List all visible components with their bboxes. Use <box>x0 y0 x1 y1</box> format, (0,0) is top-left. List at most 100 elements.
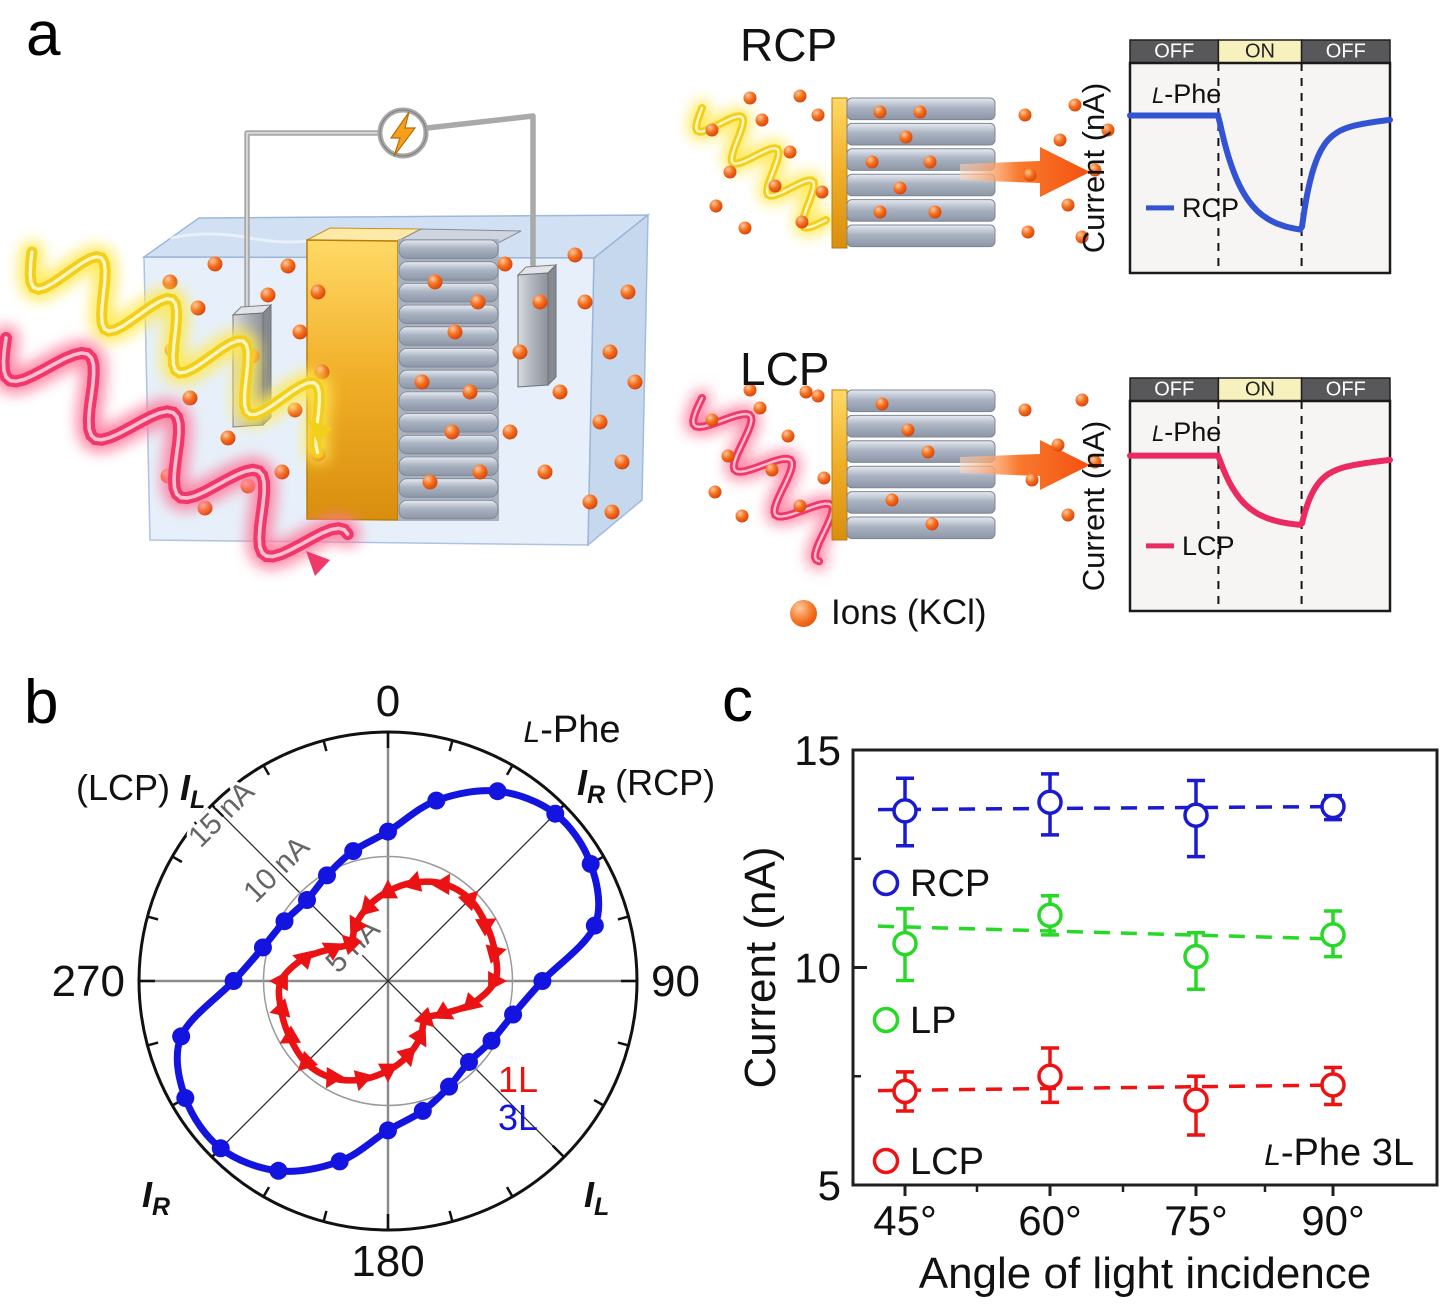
data-point-triangle <box>268 971 288 991</box>
legend-label-lcp: LCP <box>910 1141 984 1183</box>
polar-angle-tick <box>322 740 328 752</box>
angle-label-180: 180 <box>351 1237 424 1286</box>
data-point-triangle <box>279 1025 301 1044</box>
ion <box>865 155 879 169</box>
data-point-triangle <box>378 879 398 899</box>
ion <box>781 429 795 443</box>
ion <box>502 424 518 440</box>
data-point-triangle <box>326 1066 345 1089</box>
membrane-slat <box>846 199 996 222</box>
ion <box>260 287 276 303</box>
panel-b-label: b <box>24 668 59 737</box>
ion <box>1075 230 1089 244</box>
lcp-section-label: LCP <box>740 343 830 395</box>
data-point-circle <box>379 822 397 841</box>
ion <box>1061 198 1075 212</box>
rcp-section-label: RCP <box>740 19 838 71</box>
membrane-rib <box>398 369 499 390</box>
data-point-circle <box>533 972 552 990</box>
x-axis-title: Angle of light incidence <box>919 1249 1372 1298</box>
data-point-circle <box>482 1031 501 1050</box>
membrane-rib <box>398 326 499 346</box>
symbol: I <box>577 762 588 803</box>
ion <box>923 155 937 169</box>
legend-label: RCP <box>1182 193 1239 223</box>
data-point-triangle <box>292 950 314 970</box>
italic-prefix: L <box>524 716 541 749</box>
membrane-rib <box>398 348 499 368</box>
ion <box>783 145 797 159</box>
ion <box>162 274 178 290</box>
ion <box>274 464 290 480</box>
mini-ylabel: Current (nA) <box>1076 83 1111 254</box>
ion <box>190 300 206 316</box>
ion <box>811 389 825 403</box>
symbol: I <box>180 767 191 808</box>
polar-10nA-ring <box>262 855 514 1107</box>
data-point-triangle <box>413 1006 435 1028</box>
corner-label-top-right: IR (RCP) <box>577 762 715 809</box>
prefix: (LCP) <box>76 767 180 808</box>
label-rest: -Phe <box>1164 79 1221 109</box>
legend-1L: 1L <box>498 1059 538 1100</box>
y-tick-label: 15 <box>794 727 841 774</box>
yellow-wave-arrowhead <box>308 420 332 444</box>
data-point-circle <box>504 1005 523 1024</box>
ion <box>414 374 430 390</box>
panel-c-scatter-chart: 5 10 15 45° 60° 75° 90° Angle of light incidenc… <box>740 727 1439 1298</box>
data-point <box>1037 789 1063 815</box>
ammeter-rim <box>379 109 427 157</box>
data-point-circle <box>440 1077 459 1096</box>
ion <box>705 413 719 427</box>
ion <box>735 509 749 523</box>
membrane-slat <box>846 414 996 438</box>
subscript: L <box>190 786 205 814</box>
ion <box>604 504 620 520</box>
band-label: OFF <box>1326 41 1366 63</box>
membrane-rib <box>398 304 499 325</box>
ion <box>427 274 443 290</box>
ions-legend: Ions (KCl) <box>790 593 987 633</box>
polar-angle-tick <box>617 915 629 921</box>
lphe-annotation: L-Phe <box>1152 79 1221 109</box>
lphe-annotation: L-Phe <box>1152 417 1221 447</box>
data-point-triangle <box>475 918 497 937</box>
ion <box>875 397 889 411</box>
data-point-triangle <box>378 1063 398 1083</box>
corner-label-bottom-right: IL <box>584 1174 609 1221</box>
ion <box>1051 438 1065 452</box>
data-point-triangle <box>349 914 368 936</box>
data-point-circle <box>427 791 446 810</box>
legend-label: LCP <box>1182 531 1235 561</box>
data-point-circle <box>176 1089 195 1108</box>
data-point-triangle <box>341 934 363 956</box>
membrane-rib <box>398 261 499 281</box>
ion <box>1021 225 1035 239</box>
mini-plot-box <box>1128 61 1392 275</box>
gold-layer <box>831 97 848 249</box>
membrane-slat <box>846 465 996 489</box>
trend-line-rcp <box>877 804 1343 812</box>
label-rest: -Phe <box>540 709 620 751</box>
x-tick-label: 60° <box>1018 1197 1082 1244</box>
ion <box>470 294 486 310</box>
polar-angle-tick <box>147 1041 159 1047</box>
membrane-row <box>684 383 1102 570</box>
ion <box>532 294 548 310</box>
data-point-circle <box>224 972 243 990</box>
ion <box>422 474 438 490</box>
ion <box>709 199 723 213</box>
polar-angle-tick <box>505 1186 514 1198</box>
data-point-circle <box>298 891 317 910</box>
data-point <box>1320 793 1346 820</box>
legend-marker-lcp <box>872 1147 900 1175</box>
data-point <box>892 1078 918 1105</box>
membrane-slat <box>846 148 996 171</box>
ion <box>614 454 630 470</box>
polar-angle-tick <box>505 764 514 776</box>
ion <box>921 445 935 459</box>
corner-label-top-left: (LCP) IL <box>76 767 205 814</box>
data-point-triangle <box>433 1001 455 1020</box>
ion <box>755 113 769 127</box>
membrane-slat <box>846 173 996 197</box>
